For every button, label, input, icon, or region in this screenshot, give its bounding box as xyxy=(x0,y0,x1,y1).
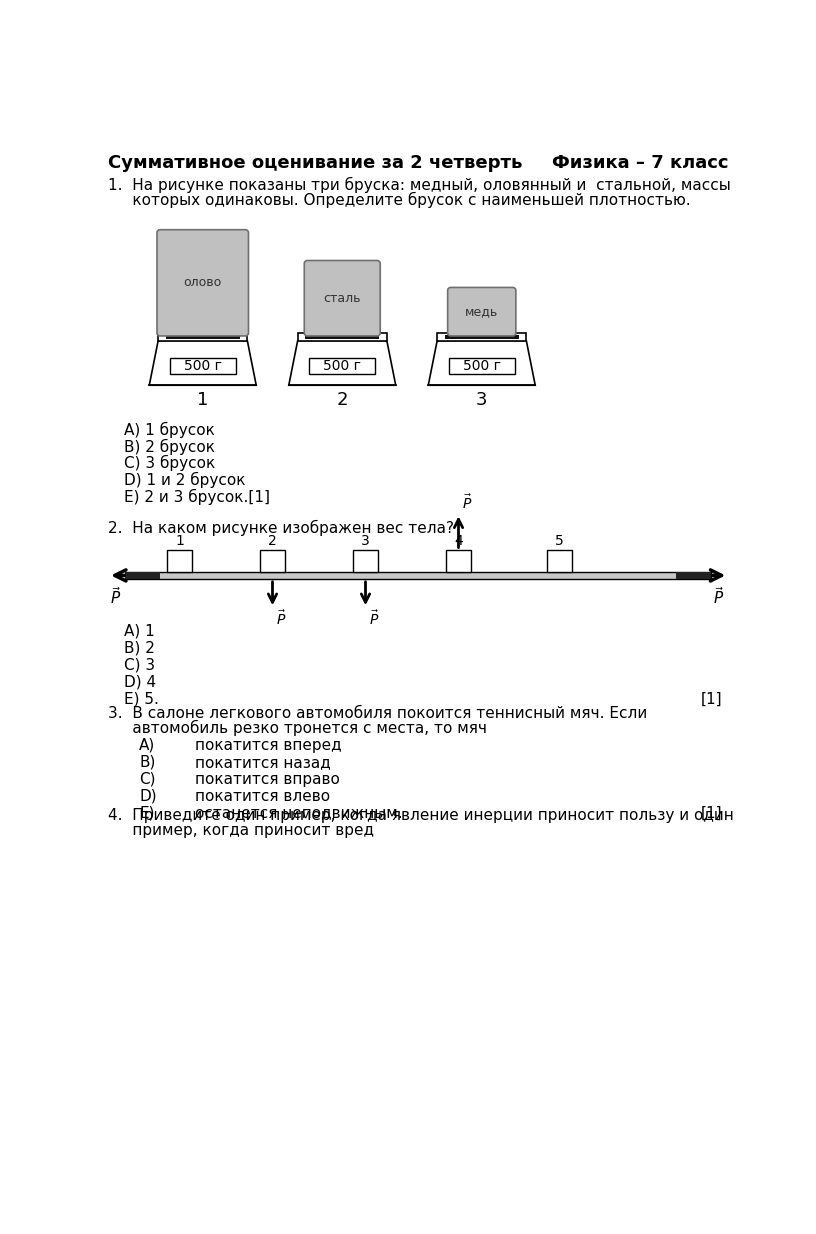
Text: автомобиль резко тронется с места, то мяч: автомобиль резко тронется с места, то мя… xyxy=(109,721,487,737)
Text: Суммативное оценивание за 2 четверть: Суммативное оценивание за 2 четверть xyxy=(109,154,522,173)
Bar xyxy=(260,550,285,573)
Text: [1]: [1] xyxy=(700,806,722,821)
FancyBboxPatch shape xyxy=(304,260,380,336)
Text: $\vec{P}$: $\vec{P}$ xyxy=(276,610,286,628)
Text: 3: 3 xyxy=(361,534,370,548)
Bar xyxy=(167,550,192,573)
Text: 1: 1 xyxy=(197,391,208,410)
Text: С) 3 брусок: С) 3 брусок xyxy=(124,455,215,471)
Bar xyxy=(353,550,378,573)
Text: $\vec{P}$: $\vec{P}$ xyxy=(369,610,379,628)
Text: Е): Е) xyxy=(140,806,155,821)
Text: останется неподвижным.: останется неподвижным. xyxy=(195,806,402,821)
Text: покатится назад: покатится назад xyxy=(195,755,330,770)
Bar xyxy=(125,573,160,579)
Text: покатится вперед: покатится вперед xyxy=(195,738,342,753)
Text: 1: 1 xyxy=(175,534,184,548)
Text: В) 2 брусок: В) 2 брусок xyxy=(124,438,215,454)
Text: [1]: [1] xyxy=(700,692,722,707)
Bar xyxy=(445,336,518,339)
FancyBboxPatch shape xyxy=(448,288,516,336)
Text: А) 1: А) 1 xyxy=(124,624,154,639)
Text: Е) 5.: Е) 5. xyxy=(124,692,158,707)
Bar xyxy=(449,358,515,374)
Text: $\vec{P}$: $\vec{P}$ xyxy=(110,586,122,607)
Text: 2: 2 xyxy=(336,391,348,410)
Bar xyxy=(547,550,572,573)
Bar xyxy=(309,358,375,374)
Bar xyxy=(298,333,387,341)
FancyBboxPatch shape xyxy=(157,230,249,336)
Bar xyxy=(166,336,240,339)
Text: А): А) xyxy=(140,738,156,753)
Text: Физика – 7 класс: Физика – 7 класс xyxy=(552,154,728,173)
Bar xyxy=(437,333,526,341)
Text: пример, когда приносит вред: пример, когда приносит вред xyxy=(109,823,375,838)
Text: 4: 4 xyxy=(455,534,463,548)
Bar xyxy=(170,358,236,374)
Text: $\vec{P}$: $\vec{P}$ xyxy=(712,586,724,607)
Text: 1.  На рисунке показаны три бруска: медный, оловянный и  стальной, массы: 1. На рисунке показаны три бруска: медны… xyxy=(109,178,731,194)
Text: покатится вправо: покатится вправо xyxy=(195,771,340,787)
Text: D): D) xyxy=(140,789,157,803)
Bar xyxy=(305,336,379,339)
Text: покатится влево: покатится влево xyxy=(195,789,330,803)
Text: 500 г: 500 г xyxy=(463,359,501,373)
Text: 5: 5 xyxy=(555,534,564,548)
Bar xyxy=(676,573,712,579)
Text: олово: олово xyxy=(184,276,222,289)
Bar xyxy=(158,333,247,341)
Text: 2.  На каком рисунке изображен вес тела?: 2. На каком рисунке изображен вес тела? xyxy=(109,520,455,536)
Polygon shape xyxy=(428,341,535,385)
Text: сталь: сталь xyxy=(323,291,361,305)
Text: А) 1 брусок: А) 1 брусок xyxy=(124,422,215,438)
Text: 2: 2 xyxy=(268,534,277,548)
Text: медь: медь xyxy=(465,305,499,318)
Text: 500 г: 500 г xyxy=(323,359,361,373)
Text: В): В) xyxy=(140,755,156,770)
Text: которых одинаковы. Определите брусок с наименьшей плотностью.: которых одинаковы. Определите брусок с н… xyxy=(109,193,691,209)
Bar xyxy=(446,550,471,573)
Polygon shape xyxy=(289,341,396,385)
Bar xyxy=(125,573,712,579)
Text: В) 2: В) 2 xyxy=(124,640,154,656)
Text: С) 3: С) 3 xyxy=(124,658,155,673)
Text: D) 4: D) 4 xyxy=(124,675,156,690)
Text: 500 г: 500 г xyxy=(184,359,222,373)
Polygon shape xyxy=(149,341,256,385)
Text: $\vec{P}$: $\vec{P}$ xyxy=(462,494,472,512)
Text: 4.  Приведите один пример, когда явление инерции приносит пользу и один: 4. Приведите один пример, когда явление … xyxy=(109,808,734,823)
Text: 3.  В салоне легкового автомобиля покоится теннисный мяч. Если: 3. В салоне легкового автомобиля покоитс… xyxy=(109,706,647,721)
Text: Е) 2 и 3 брусок.[1]: Е) 2 и 3 брусок.[1] xyxy=(124,489,270,506)
Text: D) 1 и 2 брусок: D) 1 и 2 брусок xyxy=(124,473,245,489)
Text: С): С) xyxy=(140,771,156,787)
Text: 3: 3 xyxy=(476,391,487,410)
